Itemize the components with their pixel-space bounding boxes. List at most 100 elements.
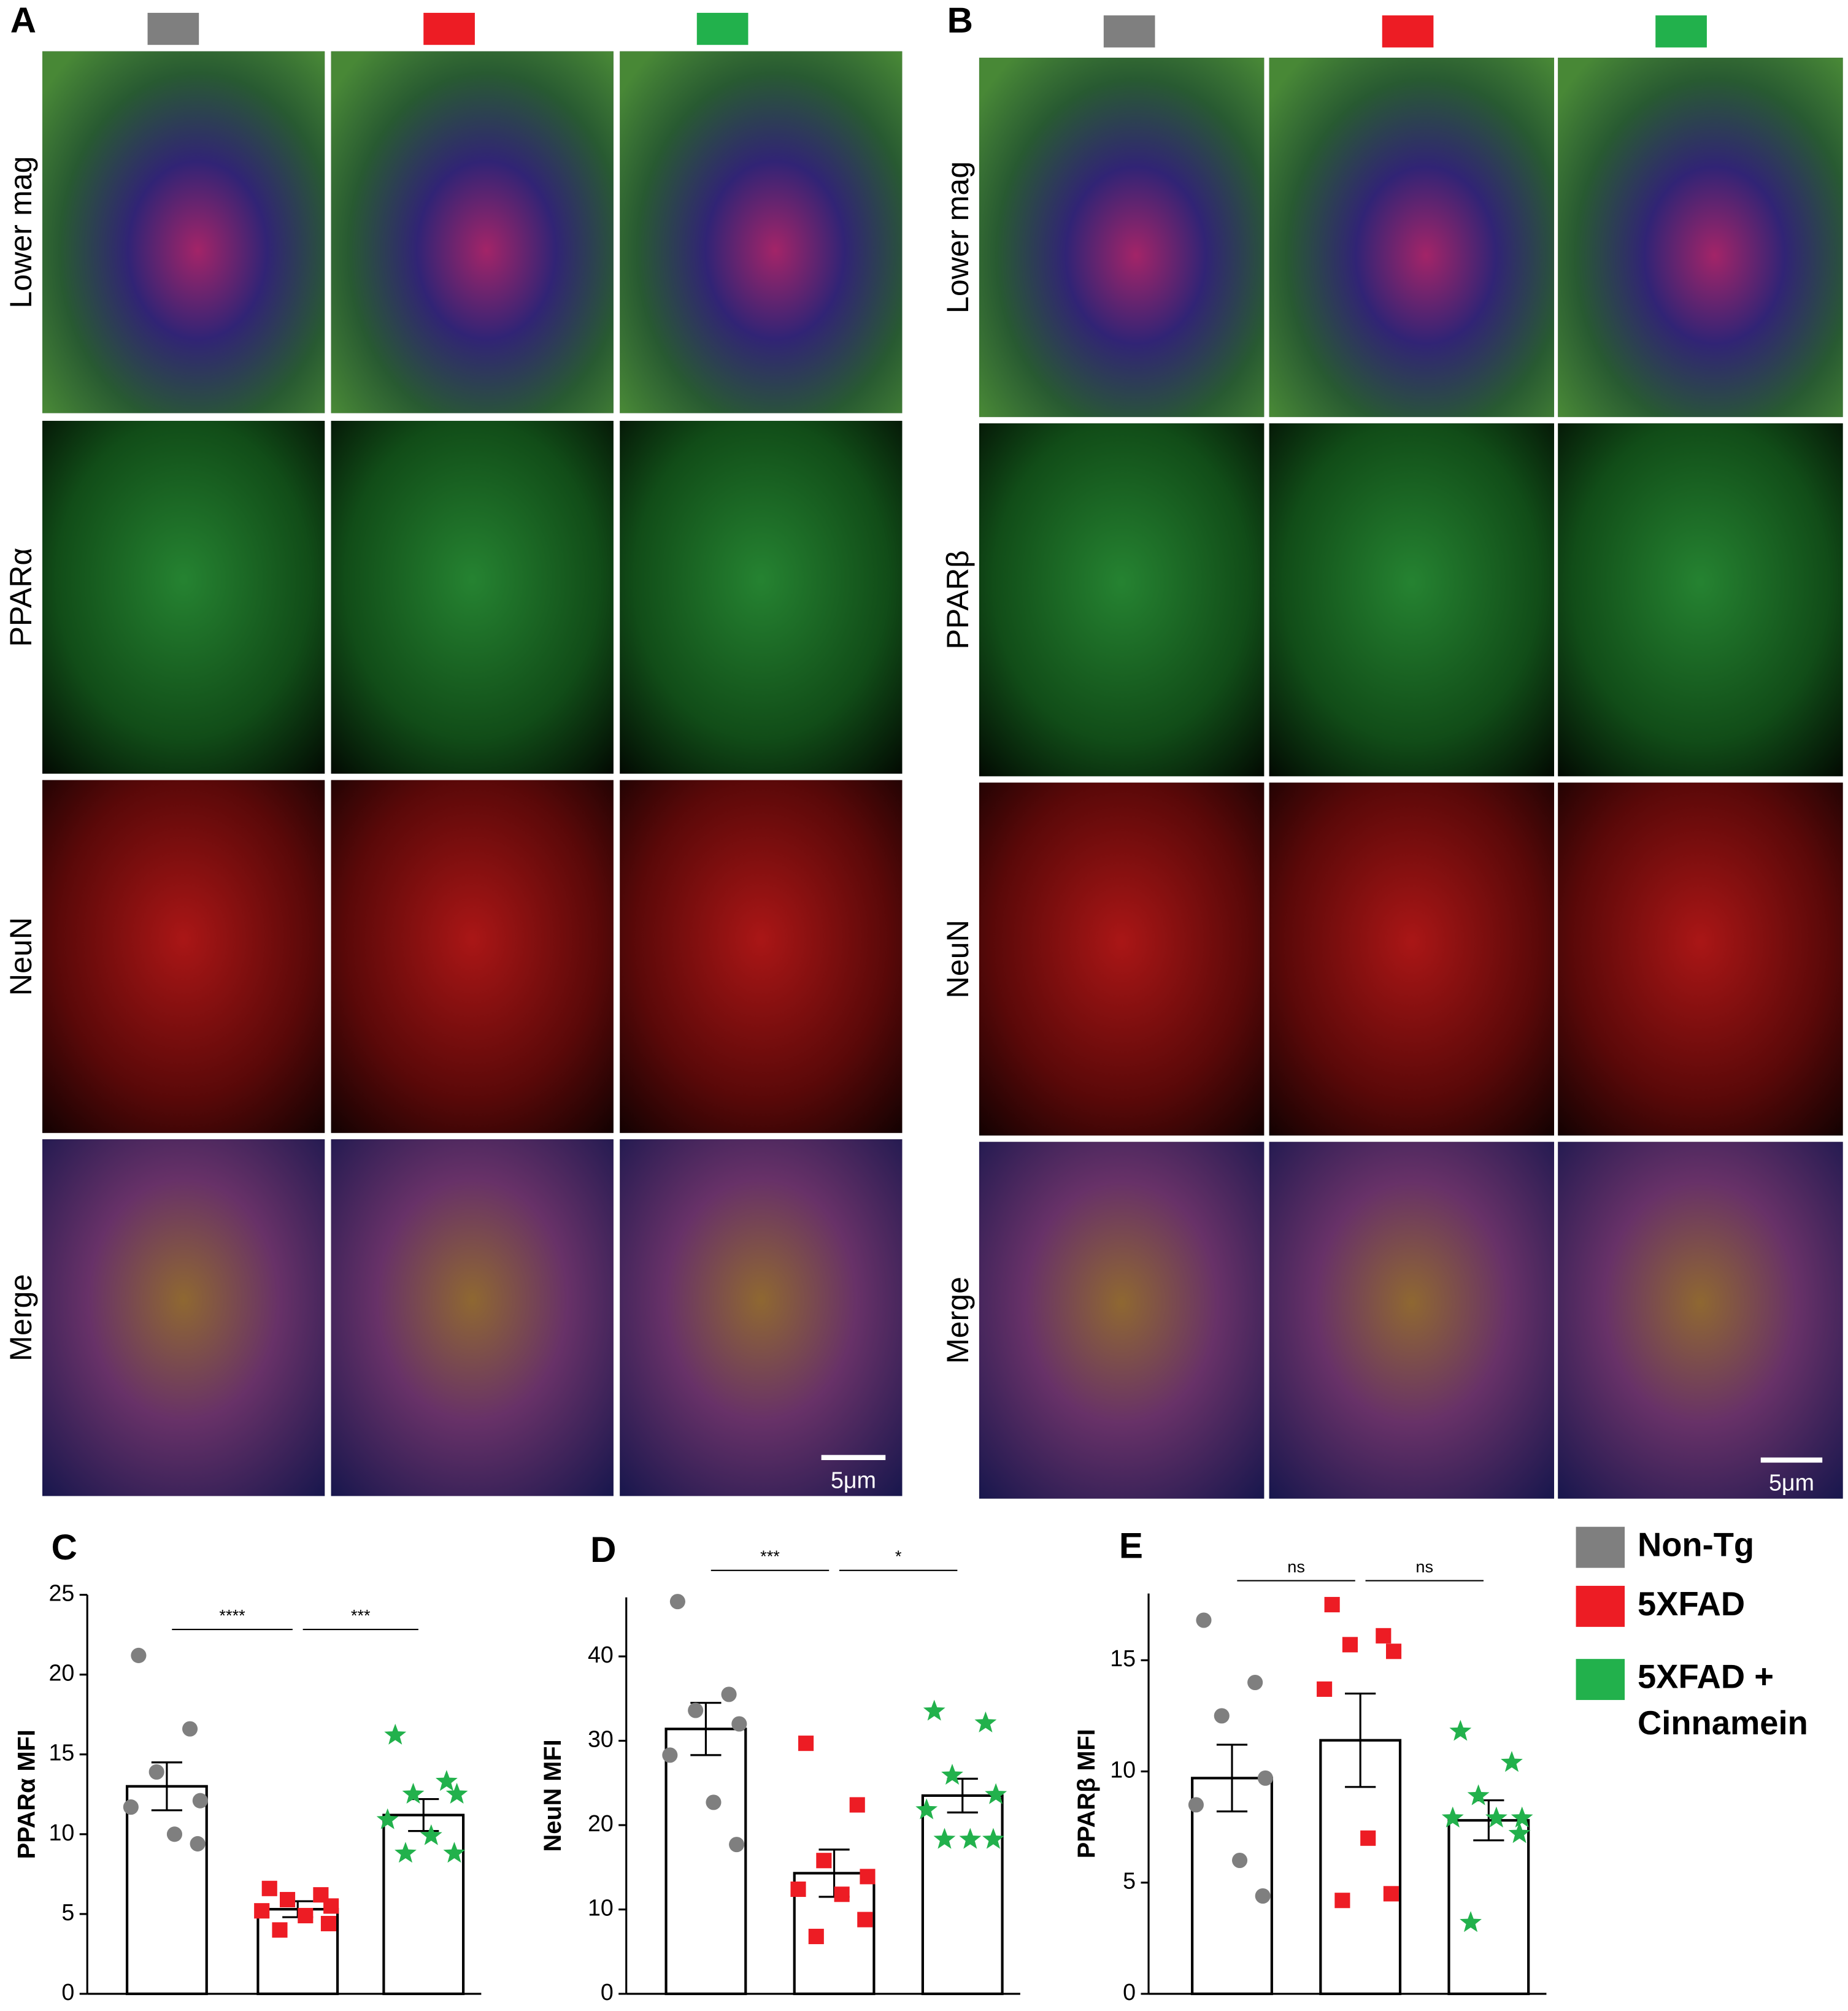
- y-tick-label: 10: [48, 1820, 74, 1845]
- data-point: [123, 1799, 139, 1815]
- data-point: [706, 1794, 722, 1810]
- y-tick-label: 30: [588, 1726, 614, 1751]
- data-point: [384, 1723, 407, 1745]
- data-point: [1255, 1888, 1271, 1904]
- data-point: [279, 1891, 296, 1908]
- data-point: [192, 1793, 208, 1809]
- data-point: [166, 1826, 183, 1842]
- data-point: [148, 1764, 164, 1780]
- data-point: [1214, 1708, 1230, 1724]
- scale-bar-label: 5μm: [1769, 1470, 1814, 1496]
- data-point: [323, 1898, 339, 1914]
- micrograph-signal: [42, 1139, 325, 1496]
- data-point: [1508, 1822, 1531, 1844]
- data-point: [1188, 1797, 1204, 1813]
- data-point: [1501, 1751, 1523, 1772]
- data-point: [923, 1699, 945, 1721]
- data-point: [1324, 1597, 1340, 1613]
- micrograph-signal: [42, 51, 325, 413]
- y-tick-label: 5: [1123, 1868, 1136, 1894]
- error-bar: [1216, 1744, 1248, 1813]
- micrograph-signal: [1269, 1142, 1555, 1499]
- micrograph-signal: [620, 1139, 903, 1496]
- y-tick-label: 15: [1110, 1645, 1136, 1671]
- data-point: [933, 1828, 956, 1849]
- data-point: [1441, 1806, 1464, 1828]
- micrograph-signal: [1558, 58, 1843, 417]
- significance-label: ***: [760, 1547, 780, 1566]
- row-label: Merge: [941, 1277, 975, 1364]
- bar: [382, 1813, 465, 1996]
- group-swatch: [1103, 15, 1155, 48]
- bar: [664, 1728, 747, 1996]
- data-point: [808, 1928, 824, 1945]
- micrograph-signal: [1269, 782, 1555, 1136]
- micrograph-signal: [979, 423, 1265, 777]
- micrograph-signal: [42, 780, 325, 1133]
- data-point: [1317, 1681, 1333, 1697]
- data-point: [1232, 1852, 1248, 1869]
- data-point: [1196, 1612, 1212, 1628]
- data-point: [272, 1922, 288, 1938]
- legend-swatch: [1576, 1526, 1625, 1568]
- group-swatch: [696, 12, 749, 45]
- legend-label-line: Cinnamein: [1638, 1704, 1808, 1742]
- significance-label: *: [895, 1547, 902, 1566]
- bar: [1191, 1777, 1273, 1996]
- y-tick-label: 15: [48, 1740, 74, 1766]
- data-point: [857, 1912, 873, 1928]
- data-point: [190, 1836, 206, 1851]
- data-point: [261, 1880, 277, 1896]
- data-point: [420, 1824, 442, 1845]
- bar: [125, 1785, 208, 1996]
- legend-swatch: [1576, 1659, 1625, 1701]
- group-swatch: [423, 12, 475, 45]
- y-axis-label: NeuN MFI: [539, 1739, 566, 1851]
- data-point: [941, 1764, 963, 1785]
- data-point: [254, 1903, 270, 1919]
- y-tick-label: 5: [61, 1899, 74, 1925]
- data-point: [849, 1797, 865, 1813]
- data-point: [662, 1747, 678, 1763]
- data-point: [376, 1808, 399, 1829]
- data-point: [1460, 1911, 1482, 1932]
- data-point: [974, 1711, 997, 1732]
- significance-label: ****: [219, 1605, 245, 1625]
- row-label: NeuN: [941, 920, 975, 998]
- data-point: [731, 1716, 747, 1732]
- data-point: [985, 1783, 1007, 1804]
- data-point: [443, 1842, 466, 1863]
- y-tick-label: 10: [1110, 1756, 1136, 1782]
- row-label: Lower mag: [941, 161, 975, 313]
- data-point: [1383, 1886, 1399, 1902]
- data-point: [1342, 1637, 1358, 1653]
- micrograph-signal: [42, 420, 325, 774]
- data-point: [320, 1915, 337, 1932]
- data-point: [1257, 1770, 1273, 1786]
- data-point: [131, 1647, 147, 1663]
- micrograph-signal: [1558, 782, 1843, 1136]
- chart-label: C: [52, 1528, 77, 1567]
- y-tick-label: 20: [588, 1810, 614, 1836]
- panel-label: B: [947, 1, 973, 40]
- y-tick-label: 40: [588, 1642, 614, 1667]
- data-point: [1376, 1628, 1392, 1644]
- row-label: Merge: [4, 1274, 38, 1361]
- data-point: [816, 1853, 832, 1869]
- data-point: [729, 1837, 745, 1853]
- legend-label: 5XFAD: [1638, 1585, 1745, 1623]
- micrograph-signal: [979, 1142, 1265, 1499]
- micrograph-signal: [979, 782, 1265, 1136]
- error-bar: [151, 1761, 183, 1812]
- bar: [1447, 1819, 1530, 1996]
- data-point: [298, 1907, 314, 1924]
- data-point: [402, 1782, 425, 1804]
- micrograph-signal: [620, 780, 903, 1133]
- significance-label: ns: [1287, 1557, 1305, 1576]
- data-point: [669, 1594, 685, 1610]
- micrograph-signal: [331, 780, 614, 1133]
- micrograph-signal: [331, 51, 614, 413]
- data-point: [790, 1881, 806, 1898]
- data-point: [1511, 1806, 1533, 1828]
